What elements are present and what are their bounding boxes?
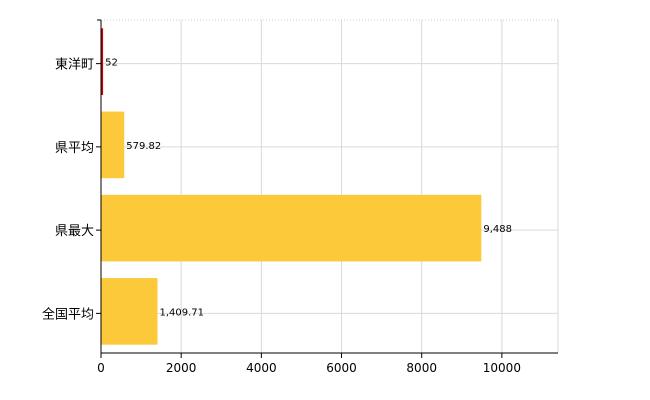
x-tick-label: 2000 — [166, 361, 197, 375]
data-label: 579.82 — [126, 141, 161, 152]
x-tick-label: 0 — [97, 361, 105, 375]
axes — [96, 19, 558, 358]
data-label: 1,409.71 — [160, 307, 205, 318]
category-label: 東洋町 — [55, 57, 94, 73]
data-label: 9,488 — [483, 224, 512, 235]
x-tick-label: 8000 — [406, 361, 437, 375]
bar-2 — [101, 194, 482, 262]
category-label: 県最大 — [55, 224, 94, 239]
labels: 52 579.82 9,488 1,409.71 0 2000 4000 6000 8000 10… — [42, 57, 521, 375]
bar-0 — [101, 28, 104, 95]
bar-3 — [101, 278, 158, 345]
bars — [101, 28, 482, 345]
category-label: 県平均 — [55, 141, 94, 156]
data-label: 52 — [105, 58, 118, 69]
gridlines — [101, 19, 559, 353]
x-tick-label: 4000 — [246, 361, 277, 375]
category-label: 全国平均 — [42, 306, 94, 322]
x-tick-label: 6000 — [326, 361, 357, 375]
bar-1 — [101, 111, 125, 179]
x-tick-label: 10000 — [483, 361, 521, 375]
